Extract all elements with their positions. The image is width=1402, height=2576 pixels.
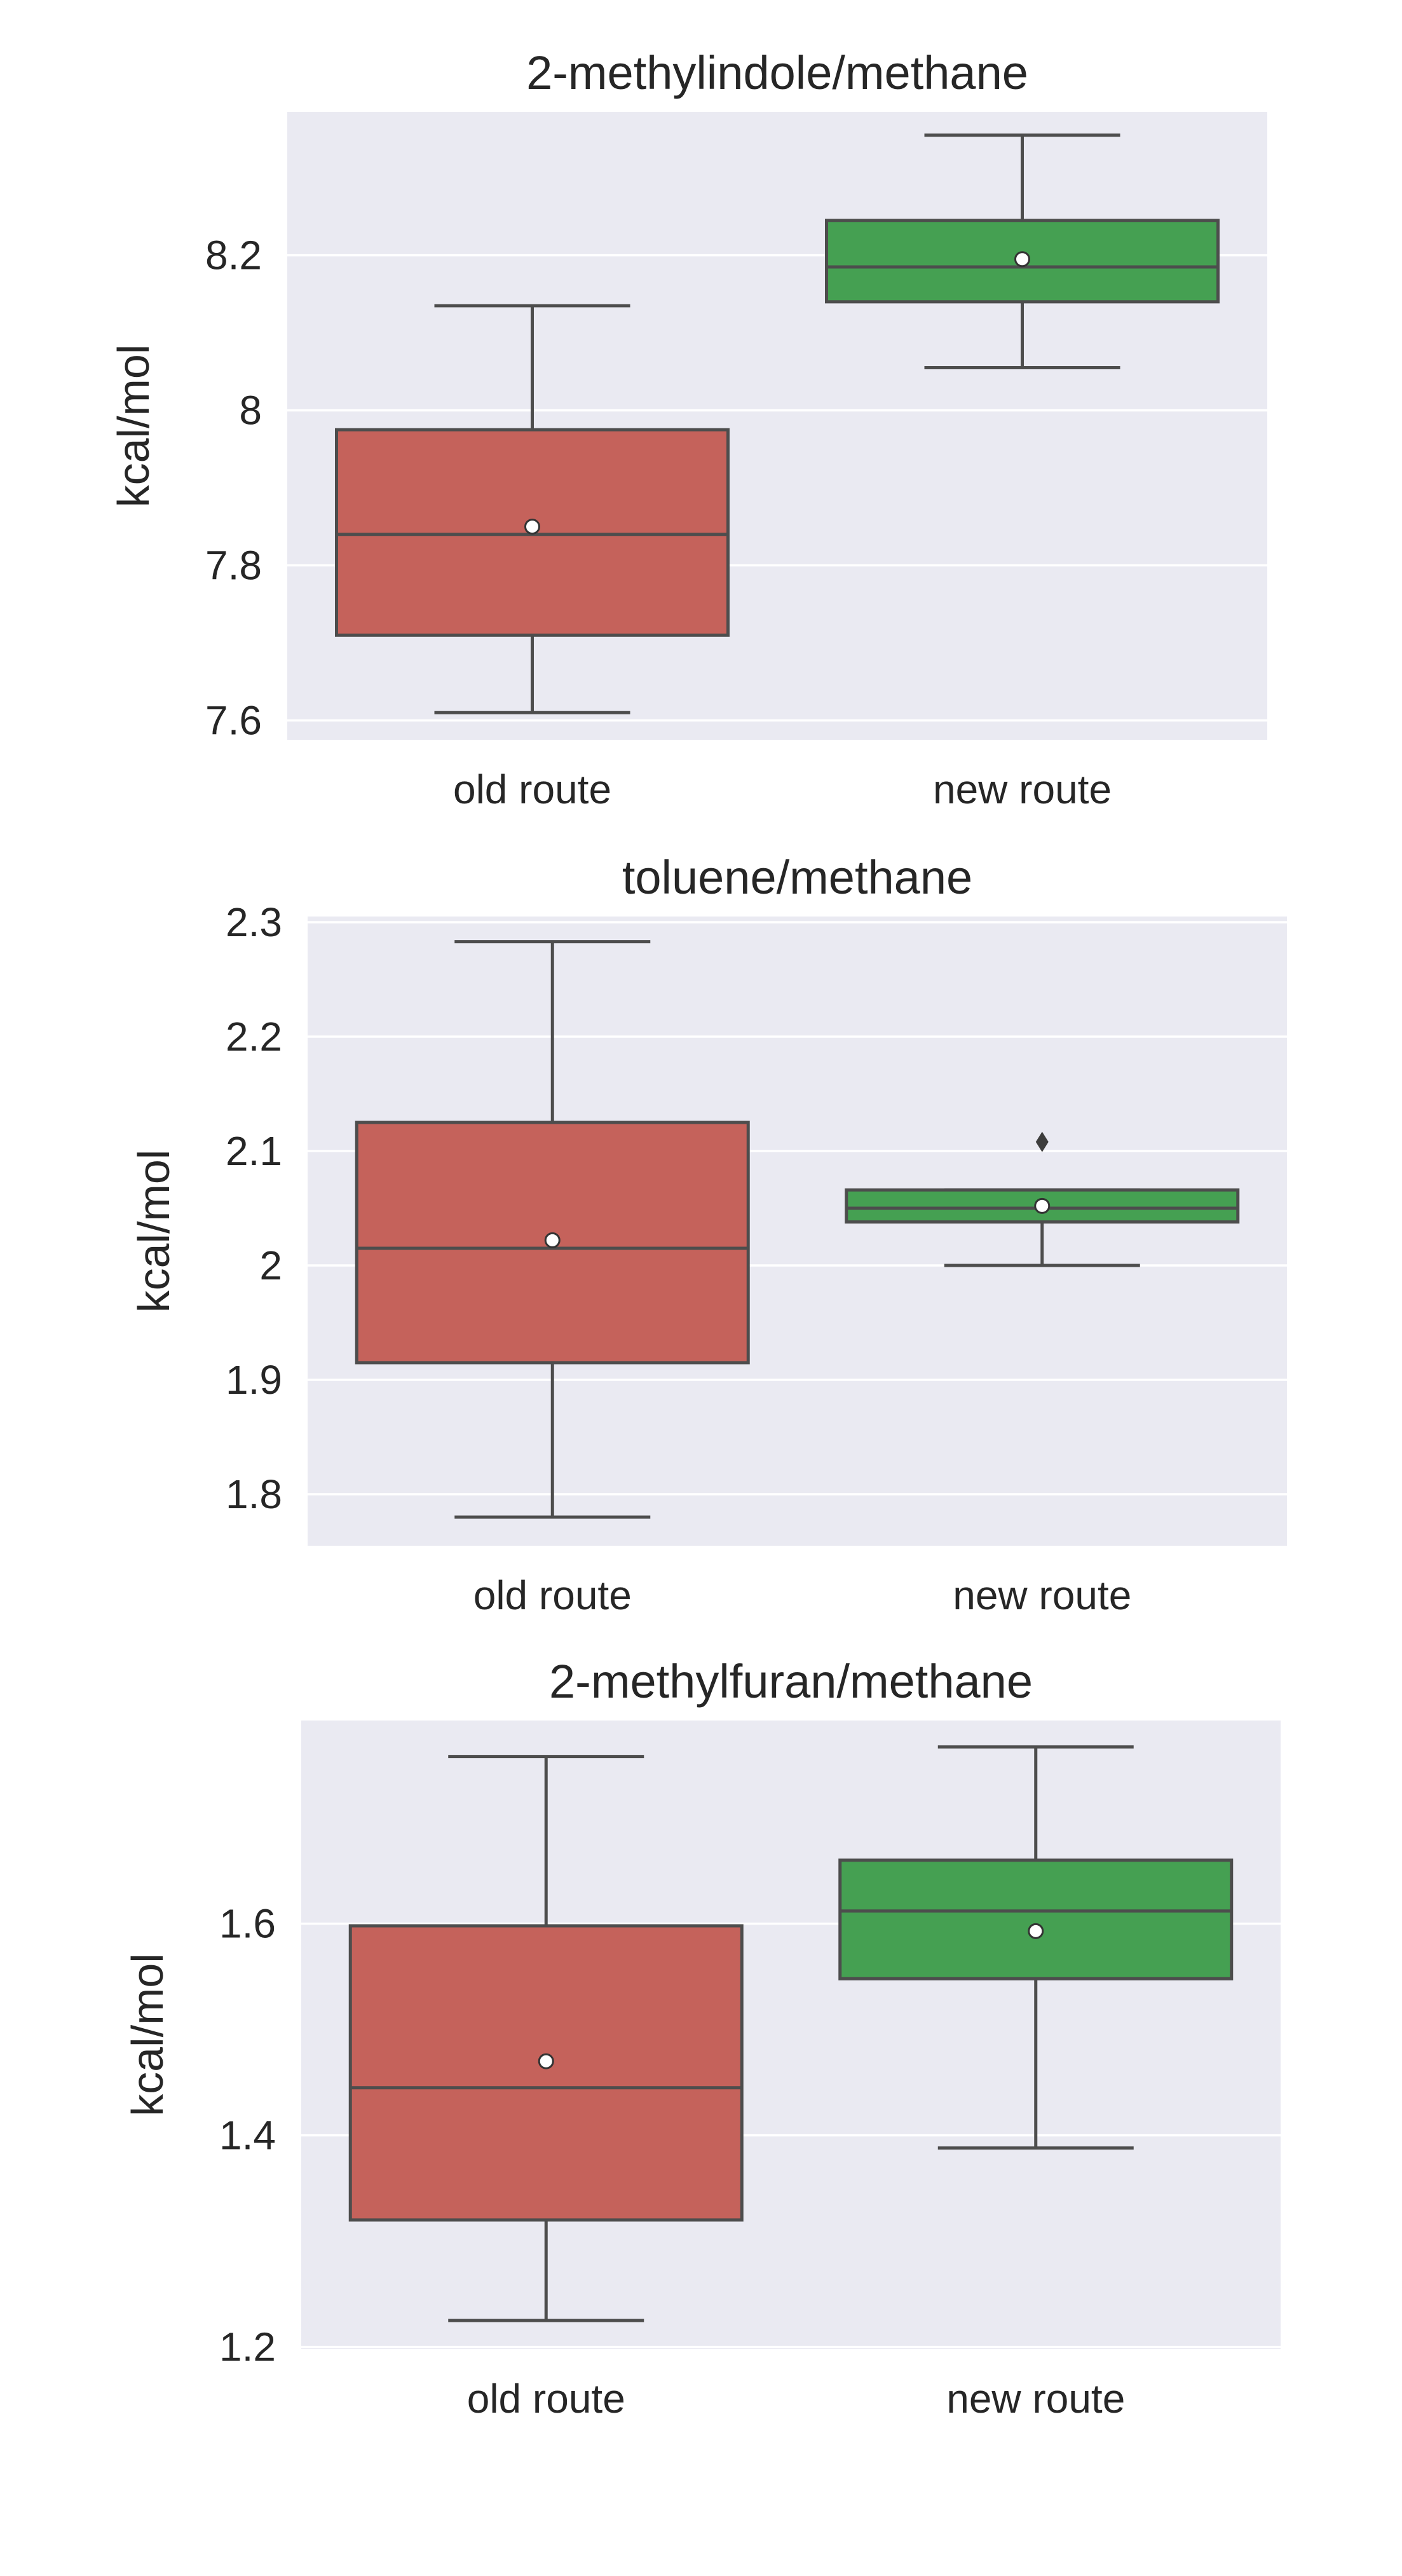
y-tick-label: 7.6 [205,698,262,744]
y-tick-label: 2.3 [226,899,282,945]
y-axis-label: kcal/mol [123,1953,172,2116]
iqr-box [348,1924,744,2222]
iqr-box [838,1858,1234,1980]
chart-title: 2-methylfuran/methane [549,1655,1033,1708]
outlier-point [1035,1131,1049,1152]
x-tick-label: old route [473,1572,632,1618]
mean-marker [524,519,540,535]
x-tick-label: old route [467,2376,625,2422]
x-tick-label: old route [453,767,611,812]
y-tick-label: 1.4 [219,2113,276,2158]
chart-title: 2-methylindole/methane [526,46,1028,99]
chart-title: toluene/methane [622,851,972,904]
y-tick-label: 1.8 [226,1471,282,1517]
box-new-route [845,1131,1240,1267]
y-tick-label: 1.6 [219,1901,276,1947]
y-tick-label: 1.2 [219,2324,276,2370]
chart-panel-3: 1.2 1.4 1.6 2-methylfuran/methane kcal/mol ol… [123,1655,1281,2422]
mean-marker [1014,251,1030,268]
box-new-route [838,1745,1234,2150]
mean-marker [1034,1197,1051,1214]
y-tick-label: 7.8 [205,543,262,589]
chart-panel-2: 1.8 1.9 2 2.1 2.2 2.3 toluene/methane kcal/mol o… [129,851,1287,1618]
box-old-route [335,304,730,714]
y-tick-label: 2 [259,1243,282,1288]
y-tick-label: 8.2 [205,233,262,278]
box-new-route [825,133,1220,370]
box-old-route [355,940,750,1519]
y-tick-label: 1.9 [226,1357,282,1403]
chart-panel-1: 7.6 7.8 8 8.2 2-methylindole/methane kcal/mol… [109,46,1267,812]
box-old-route [348,1755,744,2322]
y-axis-label: kcal/mol [129,1150,179,1313]
x-tick-label: new route [946,2376,1125,2422]
y-tick-label: 8 [239,388,262,433]
mean-marker [538,2053,554,2069]
y-axis-label: kcal/mol [109,344,158,508]
mean-marker [544,1232,561,1248]
mean-marker [1028,1923,1044,1939]
y-tick-label: 2.2 [226,1014,282,1060]
plot-background [287,112,1267,740]
y-tick-label: 2.1 [226,1128,282,1174]
x-tick-label: new route [933,767,1112,812]
x-tick-label: new route [953,1572,1131,1618]
